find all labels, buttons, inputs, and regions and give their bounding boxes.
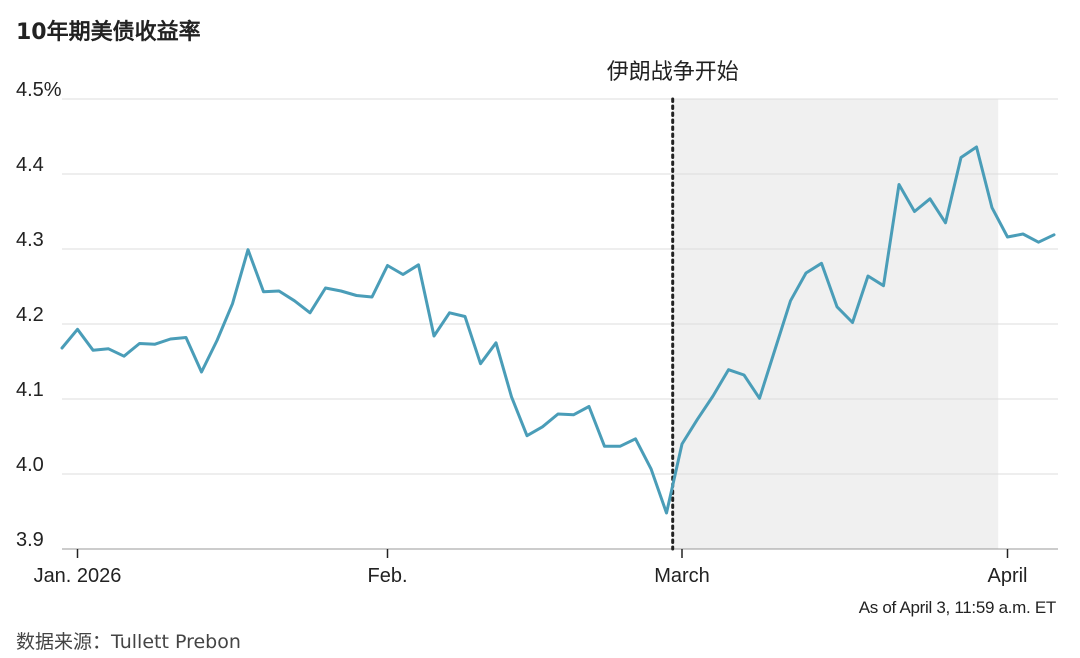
source-note: 数据来源：Tullett Prebon — [16, 631, 241, 653]
chart-title: 10年期美债收益率 — [16, 20, 201, 45]
y-tick-label: 4.2 — [16, 304, 44, 326]
x-tick-label: Jan. 2026 — [34, 565, 122, 587]
y-tick-label: 4.0 — [16, 454, 44, 476]
as-of-note: As of April 3, 11:59 a.m. ET — [858, 598, 1057, 617]
y-tick-label: 4.4 — [16, 154, 44, 176]
y-tick-label: 4.3 — [16, 229, 44, 251]
x-tick-label: March — [654, 565, 710, 587]
y-tick-label: 4.1 — [16, 379, 44, 401]
y-tick-label: 4.5% — [16, 79, 62, 101]
x-tick-label: April — [987, 565, 1027, 587]
x-tick-label: Feb. — [367, 565, 407, 587]
event-label: 伊朗战争开始 — [607, 60, 739, 85]
series-line — [60, 145, 1056, 515]
y-tick-label: 3.9 — [16, 529, 44, 551]
